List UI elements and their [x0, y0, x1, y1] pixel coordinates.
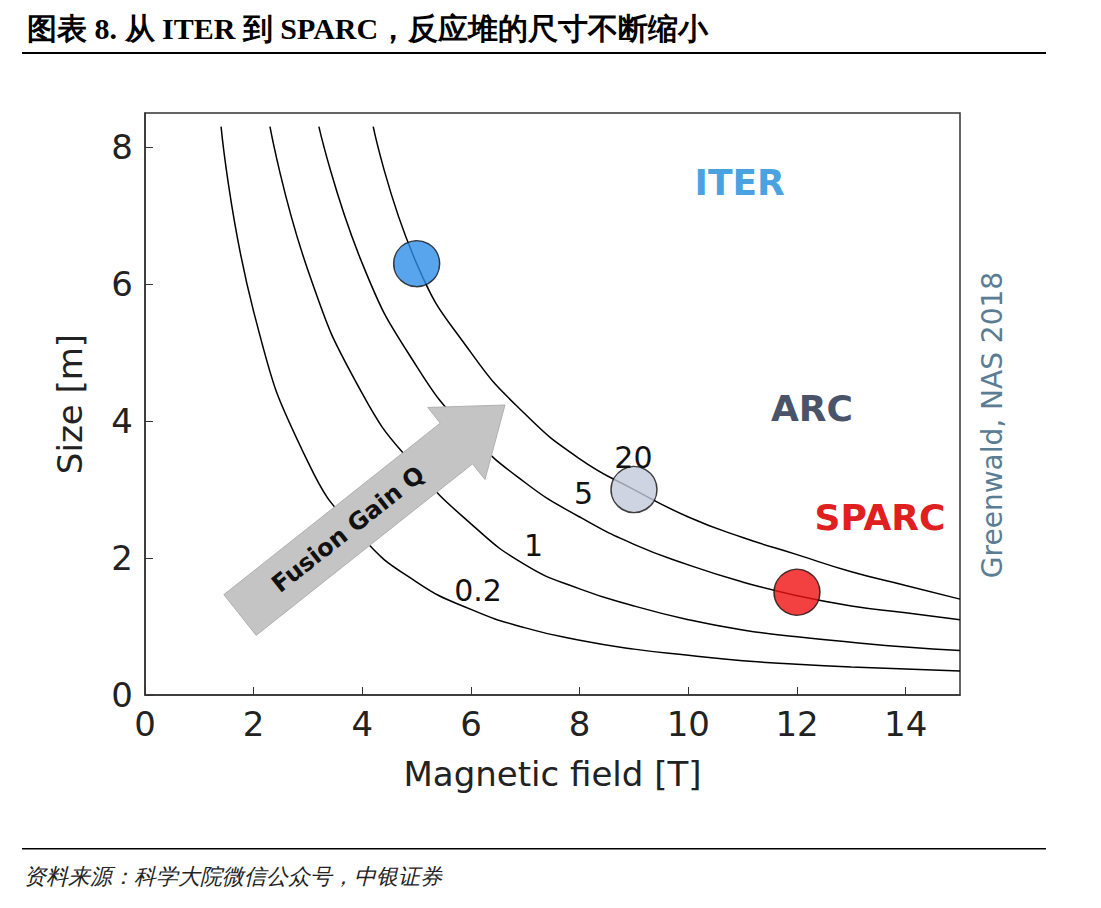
svg-text:2: 2 — [111, 538, 133, 578]
svg-text:图表 8. 从 ITER 到 SPARC，反应堆的尺寸不断缩: 图表 8. 从 ITER 到 SPARC，反应堆的尺寸不断缩小 — [27, 12, 709, 45]
svg-text:5: 5 — [574, 476, 593, 511]
svg-text:2: 2 — [243, 704, 265, 744]
svg-text:Greenwald, NAS 2018: Greenwald, NAS 2018 — [976, 272, 1009, 578]
svg-text:10: 10 — [667, 704, 710, 744]
svg-text:0: 0 — [111, 675, 133, 715]
svg-text:Size [m]: Size [m] — [50, 334, 90, 474]
svg-text:6: 6 — [460, 704, 482, 744]
svg-text:ITER: ITER — [695, 162, 785, 203]
svg-text:12: 12 — [775, 704, 818, 744]
svg-text:14: 14 — [884, 704, 927, 744]
svg-text:0.2: 0.2 — [454, 573, 502, 608]
svg-text:6: 6 — [111, 264, 133, 304]
svg-text:8: 8 — [569, 704, 591, 744]
svg-text:8: 8 — [111, 127, 133, 167]
svg-text:ARC: ARC — [771, 388, 853, 429]
svg-text:SPARC: SPARC — [814, 497, 945, 538]
svg-text:4: 4 — [352, 704, 374, 744]
svg-text:0: 0 — [134, 704, 156, 744]
svg-text:20: 20 — [614, 440, 652, 475]
svg-text:Fusion Gain Q: Fusion Gain Q — [266, 460, 430, 598]
svg-text:4: 4 — [111, 401, 133, 441]
svg-text:资料来源：科学大院微信公众号，中银证券: 资料来源：科学大院微信公众号，中银证券 — [24, 864, 443, 889]
svg-text:1: 1 — [524, 528, 543, 563]
svg-text:Magnetic field [T]: Magnetic field [T] — [404, 754, 702, 794]
